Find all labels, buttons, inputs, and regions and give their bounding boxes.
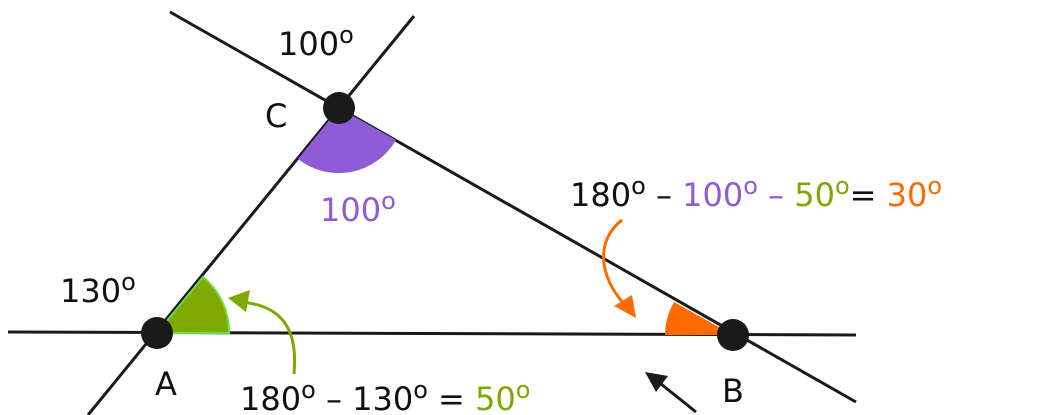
vertex-b xyxy=(717,319,749,351)
vertex-a xyxy=(141,317,173,349)
angle-b-sector xyxy=(665,302,733,335)
label-c: C xyxy=(265,97,287,135)
arrow-black-shaft xyxy=(655,378,697,414)
interior-angle-c-label: 100o xyxy=(320,187,396,229)
angle-a-sector xyxy=(154,275,231,334)
arrow-to-angle-a xyxy=(239,300,297,375)
line-cb xyxy=(169,10,857,404)
line-ac xyxy=(86,15,416,415)
equation-angle-b: 180o – 100o – 50o= 30o xyxy=(570,172,942,214)
arrow-to-angle-b xyxy=(602,218,627,307)
exterior-angle-a-label: 130o xyxy=(60,268,136,310)
exterior-angle-c-label: 100o xyxy=(278,21,354,63)
label-a: A xyxy=(155,365,177,403)
arrow-to-angle-b-head xyxy=(614,295,636,318)
arrow-to-angle-a-head xyxy=(228,290,250,312)
arrow-black-head xyxy=(645,372,668,392)
equation-angle-a: 180o – 130o = 50o xyxy=(240,376,530,415)
vertex-c xyxy=(323,92,355,124)
label-b: B xyxy=(722,372,744,410)
angle-c-sector xyxy=(298,108,396,174)
